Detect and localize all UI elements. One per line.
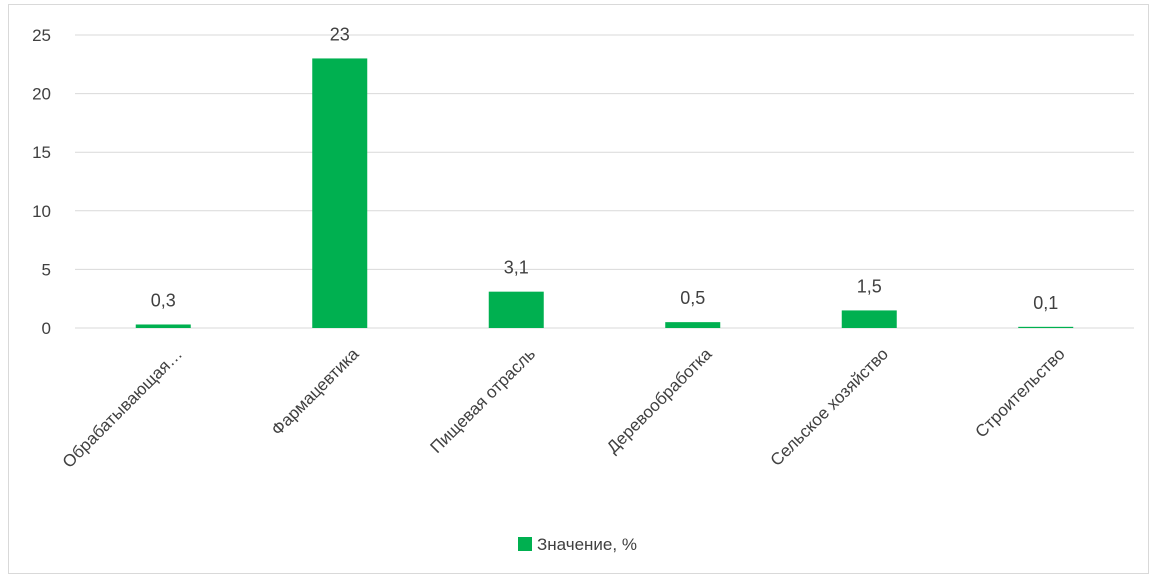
legend-swatch [518,537,532,551]
category-labels: Обрабатывающая… Фармацевтика Пищевая отрас… [59,344,1069,472]
bar [1018,326,1074,328]
y-tick-label: 5 [42,260,51,279]
bar [135,324,191,328]
data-label: 0,1 [1033,293,1058,313]
data-label: 3,1 [504,258,529,278]
bar [488,291,544,328]
category-label: Пищевая отрасль [426,344,539,457]
gridlines [75,34,1134,329]
bar [312,58,368,328]
data-label: 1,5 [857,276,882,296]
bar [841,310,897,328]
bars [135,58,1074,328]
y-tick-label: 10 [32,202,51,221]
y-tick-label: 20 [32,85,51,104]
bar-chart: 0 5 10 15 20 25 0,3 23 3,1 0,5 1,5 0,1 Обрабатываю… [32,24,1134,554]
legend-label: Значение, % [537,535,637,554]
category-label: Фармацевтика [268,344,363,439]
y-tick-label: 15 [32,143,51,162]
category-label: Сельское хозяйство [767,344,892,469]
legend: Значение, % [518,535,637,554]
data-label: 0,5 [680,288,705,308]
data-labels: 0,3 23 3,1 0,5 1,5 0,1 [151,24,1059,312]
y-tick-label: 0 [42,319,51,338]
y-tick-label: 25 [32,26,51,45]
chart-area: 0 5 10 15 20 25 0,3 23 3,1 0,5 1,5 0,1 Обрабатываю… [8,4,1149,574]
data-label: 0,3 [151,290,176,310]
y-axis-tick-labels: 0 5 10 15 20 25 [32,26,51,338]
data-label: 23 [330,24,350,44]
category-label: Деревообработка [603,344,716,457]
bar [665,322,721,328]
category-label: Строительство [971,344,1068,441]
category-label: Обрабатывающая… [59,344,186,471]
